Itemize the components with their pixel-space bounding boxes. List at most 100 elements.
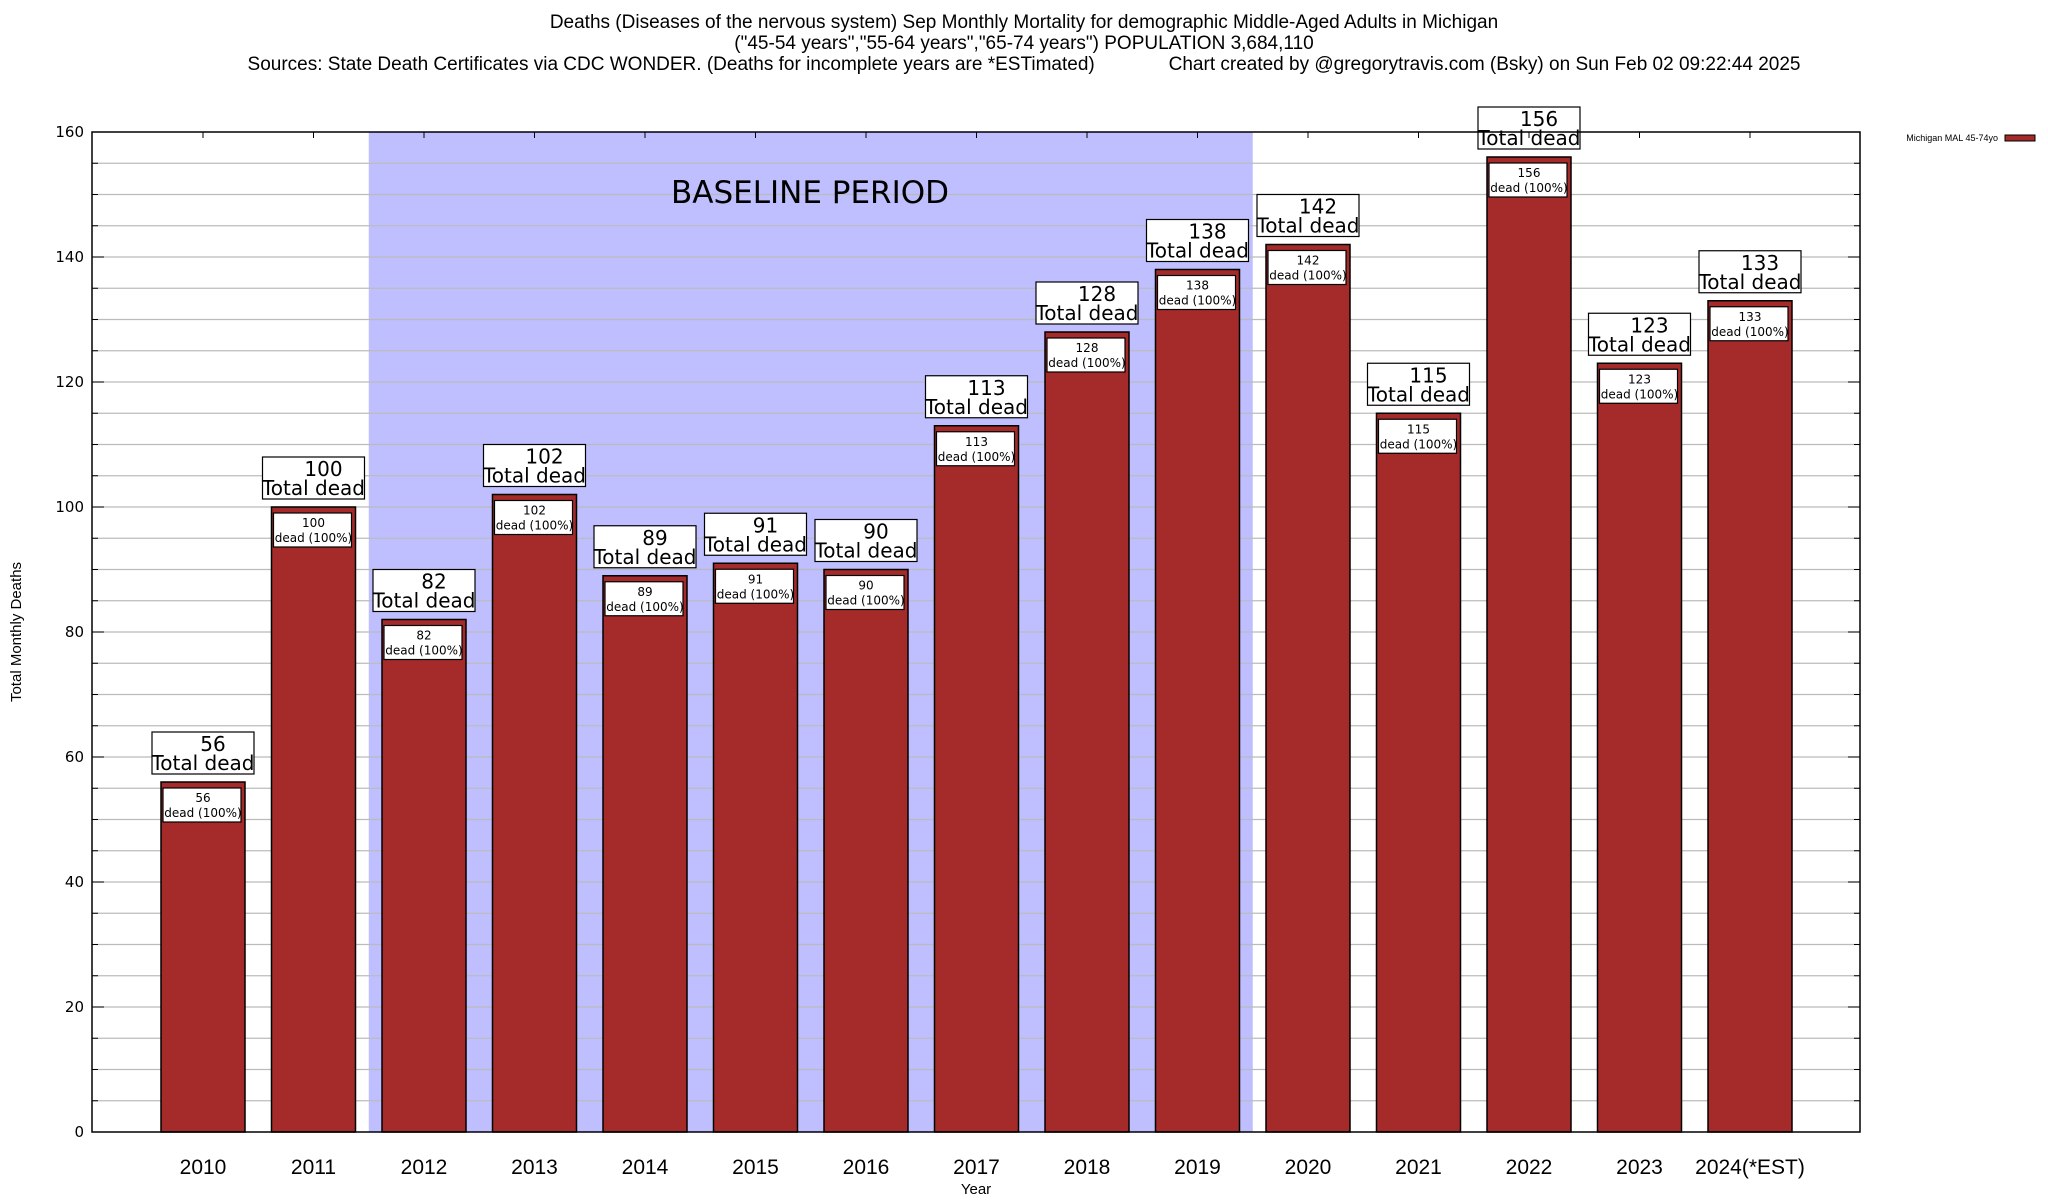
inner-value-label: 102 [523, 504, 546, 518]
inner-label-box [1709, 306, 1789, 342]
inner-value-label: 156 [1518, 166, 1541, 180]
bar [381, 618, 467, 1133]
total-value-label: 156 [1520, 107, 1558, 131]
bar [1044, 331, 1130, 1133]
total-value-label: 102 [525, 445, 563, 469]
inner-value-label: 128 [1076, 341, 1099, 355]
total-value-label: 56 [200, 732, 225, 756]
x-tick-label: 2013 [511, 1156, 558, 1179]
x-tick-label: 2016 [843, 1156, 890, 1179]
x-tick-label: 2014 [622, 1156, 669, 1179]
bar [270, 506, 357, 1133]
inner-percent-label: dead (100%) [1490, 181, 1567, 195]
bar [1707, 300, 1793, 1133]
total-value-label: 90 [863, 520, 888, 544]
y-tick-label: 100 [55, 498, 84, 516]
y-tick-label: 0 [74, 1123, 84, 1141]
bar [491, 493, 578, 1133]
bar [1596, 362, 1683, 1133]
inner-value-label: 90 [858, 579, 873, 593]
inner-percent-label: dead (100%) [827, 594, 904, 608]
y-tick-label: 60 [65, 748, 84, 766]
total-value-label: 82 [421, 570, 446, 594]
total-value-label: 142 [1299, 195, 1337, 219]
x-axis-title: Year [961, 1181, 991, 1198]
bar [602, 575, 688, 1133]
inner-percent-label: dead (100%) [938, 450, 1015, 464]
total-value-label: 100 [304, 457, 342, 481]
total-value-label: 128 [1078, 282, 1116, 306]
y-tick-label: 40 [65, 873, 84, 891]
total-dead-label: Total dead [1145, 239, 1249, 263]
total-value-label: 123 [1630, 313, 1668, 337]
inner-label-box [162, 787, 242, 823]
bar [160, 781, 246, 1133]
total-label-box [1035, 281, 1139, 325]
total-label-box [1587, 312, 1692, 356]
total-label-box [1698, 250, 1802, 294]
x-tick-label: 2020 [1285, 1156, 1332, 1179]
total-label-box [1145, 218, 1250, 263]
inner-value-label: 100 [302, 516, 325, 530]
inner-percent-label: dead (100%) [1269, 269, 1346, 283]
total-value-label: 91 [753, 513, 778, 537]
x-tick-label: 2011 [291, 1156, 336, 1179]
inner-percent-label: dead (100%) [385, 644, 462, 658]
inner-label-box [1156, 274, 1237, 311]
total-label-box [924, 375, 1029, 419]
inner-label-box [272, 512, 353, 548]
bar [1375, 412, 1462, 1133]
x-tick-label: 2023 [1616, 1156, 1663, 1179]
bar [1154, 268, 1241, 1133]
total-dead-label: Total dead [1255, 214, 1359, 238]
bar [823, 568, 909, 1133]
inner-percent-label: dead (100%) [496, 519, 573, 533]
legend-swatch [2004, 134, 2036, 142]
x-tick-label: 2024(*EST) [1695, 1156, 1805, 1179]
inner-value-label: 91 [748, 572, 763, 586]
inner-percent-label: dead (100%) [717, 587, 794, 601]
legend-label: Michigan MAL 45-74yo [1906, 133, 1998, 143]
y-axis-title: Total Monthly Deaths [8, 562, 25, 702]
inner-label-box [493, 499, 574, 536]
total-value-label: 115 [1409, 363, 1447, 387]
y-tick-label: 20 [65, 998, 84, 1016]
inner-label-box [1267, 249, 1347, 286]
total-label-box [261, 456, 366, 500]
chart-title-line-2: ("45-54 years","55-64 years","65-74 year… [734, 33, 1314, 54]
inner-value-label: 82 [416, 629, 431, 643]
chart-title-line-3: Sources: State Death Certificates via CD… [247, 54, 1801, 75]
bar [933, 425, 1020, 1133]
total-label-box [482, 443, 587, 488]
inner-percent-label: dead (100%) [275, 531, 352, 545]
inner-percent-label: dead (100%) [1601, 387, 1678, 401]
inner-value-label: 89 [637, 585, 652, 599]
total-label-box [1477, 106, 1581, 150]
y-tick-label: 80 [65, 623, 84, 641]
inner-value-label: 142 [1297, 254, 1320, 268]
total-label-box [703, 512, 808, 556]
inner-label-box [935, 431, 1016, 467]
inner-percent-label: dead (100%) [1711, 325, 1788, 339]
total-dead-label: Total dead [1587, 332, 1691, 356]
bar [1265, 243, 1351, 1133]
plot-frame [91, 131, 1861, 1133]
total-label-box [814, 518, 918, 563]
bar [1486, 156, 1572, 1133]
bar [712, 562, 799, 1133]
inner-value-label: 133 [1739, 310, 1762, 324]
total-dead-label: Total dead [592, 545, 696, 569]
inner-label-box [1377, 418, 1458, 454]
total-value-label: 138 [1188, 220, 1226, 244]
total-label-box [593, 525, 697, 569]
total-dead-label: Total dead [371, 589, 475, 613]
chart-title-line-1: Deaths (Diseases of the nervous system) … [549, 12, 1499, 33]
inner-percent-label: dead (100%) [1380, 437, 1457, 451]
total-value-label: 133 [1741, 251, 1779, 275]
y-tick-label: 160 [55, 123, 84, 141]
total-dead-label: Total dead [261, 476, 365, 500]
legend: Michigan MAL 45-74yo [1906, 133, 2036, 143]
total-dead-label: Total dead [1697, 270, 1801, 294]
inner-label-box [383, 624, 463, 661]
